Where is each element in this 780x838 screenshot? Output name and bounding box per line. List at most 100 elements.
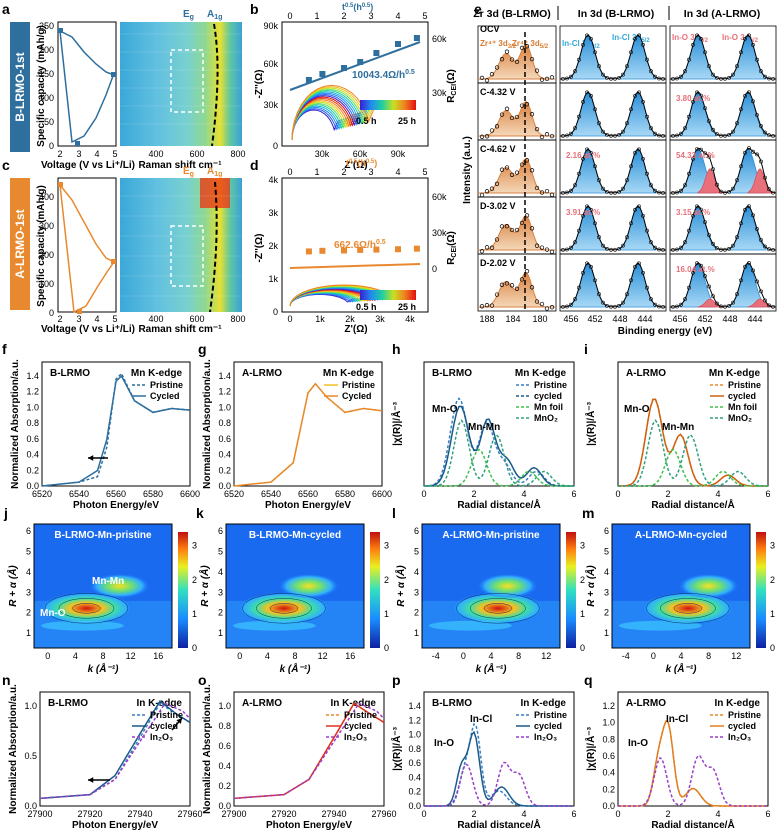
y-tick-label: 2 <box>604 608 609 618</box>
rcei-points-d <box>305 245 420 255</box>
data-point <box>573 297 577 302</box>
x-tick-label: 27960 <box>177 809 202 819</box>
x-tick-label: 6 <box>571 809 576 819</box>
data-point <box>585 33 589 38</box>
data-point <box>649 183 653 188</box>
legend-label: MnO₂ <box>534 413 558 423</box>
data-point <box>577 114 581 119</box>
contour <box>456 593 540 624</box>
wt-peak-mnmn <box>477 573 538 599</box>
data-point <box>589 150 593 155</box>
top-axis-label-d: t0.5(h0.5) <box>346 158 377 168</box>
data-point <box>633 207 637 212</box>
data-point <box>759 238 763 242</box>
y-tick-label: 0.6 <box>408 758 421 768</box>
toptick: 3 <box>368 167 373 177</box>
data-point <box>683 126 687 131</box>
data-point <box>767 76 771 81</box>
wt-peak-mnmn <box>278 573 340 599</box>
y-axis-label: -Z''(Ω) <box>254 70 265 99</box>
xps-frame <box>669 253 777 312</box>
tick: 200 <box>39 45 54 55</box>
eg-label: Eg <box>183 9 194 21</box>
data-point <box>703 106 707 111</box>
a1g-label: A1g <box>207 166 222 178</box>
data-point <box>544 247 550 252</box>
tick: 150 <box>39 69 54 79</box>
data-point <box>585 90 589 95</box>
y-tick-label: 1.0 <box>218 402 231 412</box>
x-tick-label: 6540 <box>261 489 281 499</box>
tick: 200 <box>39 250 54 260</box>
data-point <box>549 249 555 254</box>
colorbar-tick: 2 <box>580 575 585 585</box>
tick: 0 <box>273 307 278 317</box>
plot-frame <box>225 523 365 649</box>
plot-title: A-LRMO <box>242 698 282 709</box>
legend-label: cycled <box>534 721 562 731</box>
data-point <box>703 151 707 156</box>
x-tick-label: 27940 <box>321 809 346 819</box>
y-tick-label: 1.0 <box>408 730 421 740</box>
data-point <box>715 246 719 251</box>
data-point <box>605 246 609 251</box>
rtick: 30k <box>432 228 447 238</box>
marker <box>75 141 80 146</box>
y-tick-label: 6 <box>604 526 609 536</box>
data-point <box>661 190 665 195</box>
x-axis-label: Radial distance/Å <box>651 498 734 511</box>
data-point <box>687 57 691 62</box>
data-point <box>499 57 505 62</box>
y-tick-label: 0.0 <box>218 481 231 491</box>
colorbar-tick: 2 <box>770 575 775 585</box>
data-point <box>755 279 759 284</box>
colorbar-tick: 1 <box>580 609 585 619</box>
data-point <box>514 114 520 120</box>
legend-label: Pristine <box>150 380 183 390</box>
data-point <box>637 261 641 266</box>
data-point <box>605 303 609 308</box>
y-tick-label: 3 <box>26 587 31 597</box>
data-point <box>661 304 665 309</box>
data-point <box>699 93 703 98</box>
y-axis-label: |χ(R)|/Å⁻³ <box>390 401 403 446</box>
data-point <box>759 69 763 74</box>
data-point <box>585 261 589 266</box>
data-point <box>755 227 759 231</box>
zr-peak <box>478 214 556 251</box>
data-point <box>657 76 661 81</box>
marker <box>111 259 116 264</box>
wt-peak-mno <box>237 592 331 625</box>
data-point <box>675 304 679 309</box>
rcei-point <box>413 35 420 41</box>
data-point <box>529 285 535 290</box>
data-point <box>727 76 731 80</box>
contour <box>673 603 702 614</box>
x-tick-label: 4 <box>715 489 720 499</box>
data-point <box>494 181 500 186</box>
panel-a-raman-map: 400 600 800 Raman shift cm⁻¹ Eg A1g <box>120 9 246 171</box>
tick: 2k <box>345 314 355 324</box>
data-point <box>539 134 545 140</box>
y-tick-label: 1 <box>604 628 609 638</box>
toptick: 5 <box>422 167 427 177</box>
header-in-a: In 3d (A-LRMO) <box>684 8 760 20</box>
data-point <box>569 188 573 193</box>
data-point <box>625 292 629 297</box>
y-tick-label: 6 <box>414 526 419 536</box>
plot-title: B-LRMO-Mn-cycled <box>249 530 341 541</box>
data-point <box>617 132 621 137</box>
zr-peak <box>478 157 556 194</box>
y-tick-label: 6 <box>26 526 31 536</box>
tick: 90k <box>263 21 278 31</box>
data-point <box>747 33 751 38</box>
data-point <box>601 129 605 134</box>
envelope <box>670 262 777 308</box>
data-point <box>739 107 743 112</box>
panel-e-xps: Zr 3d (B-LRMO) In 3d (B-LRMO) In 3d (A-L… <box>462 6 777 337</box>
in-cl-peak <box>619 148 657 194</box>
plot-title: B-LRMO <box>48 698 88 709</box>
x-axis-label: k (Å⁻¹) <box>88 662 120 675</box>
panel-label-c: c <box>2 157 10 173</box>
data-point <box>759 159 763 164</box>
